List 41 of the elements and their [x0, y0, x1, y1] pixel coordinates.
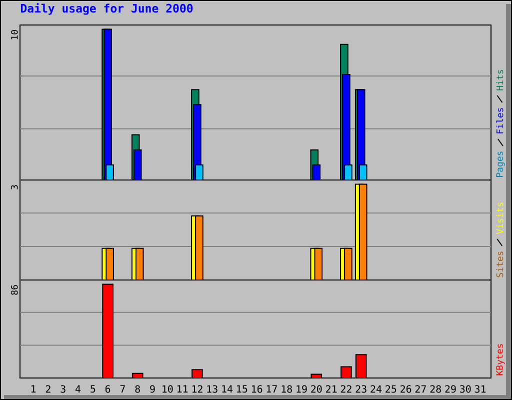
x-tick-label: 26	[400, 385, 412, 393]
x-tick-label: 21	[326, 385, 337, 393]
x-tick-label: 7	[120, 385, 125, 392]
x-tick-label: 8	[135, 385, 140, 393]
x-tick-label: 10	[162, 385, 173, 393]
x-tick-label: 14	[222, 385, 233, 392]
x-tick-label: 5	[90, 385, 96, 393]
x-tick-label: 4	[75, 385, 81, 392]
x-tick-label: 11	[177, 385, 188, 392]
x-tick-label: 15	[237, 385, 248, 393]
x-tick-label: 6	[105, 385, 110, 393]
legend-label: Pages	[496, 152, 505, 177]
x-tick-label: 24	[370, 385, 382, 393]
text: KBytes	[496, 344, 505, 376]
x-tick-label: 30	[460, 385, 471, 393]
legend-label: Sites	[496, 252, 504, 278]
x-tick-label: 29	[445, 385, 456, 393]
x-tick-label: 25	[386, 385, 396, 393]
x-tick-label: 2	[46, 385, 50, 393]
x-tick-label: 23	[356, 385, 366, 393]
legend-label: Files	[496, 108, 504, 134]
x-tick-label: 9	[150, 385, 155, 393]
x-tick-label: 13	[207, 385, 218, 393]
x-tick-label: 28	[430, 385, 441, 393]
x-tick-label: 17	[266, 385, 277, 392]
text: 86	[10, 285, 18, 295]
x-tick-label: 1	[32, 385, 36, 392]
x-tick-label: 31	[474, 385, 486, 393]
text: Hits	[496, 70, 504, 90]
x-tick-label: 22	[340, 385, 352, 393]
x-tick-label: 19	[296, 385, 307, 393]
x-tick-label: 3	[60, 385, 66, 393]
x-tick-label: 16	[252, 385, 262, 393]
text: Visits	[496, 202, 504, 234]
x-tick-label: 20	[311, 385, 322, 393]
x-tick-label: 27	[415, 385, 426, 393]
chart-title: Daily usage for June 2000	[20, 3, 193, 15]
x-tick-label: 12	[192, 385, 202, 393]
x-tick-label: 18	[282, 385, 292, 393]
text: 3	[10, 185, 18, 190]
text: 10	[10, 30, 18, 40]
